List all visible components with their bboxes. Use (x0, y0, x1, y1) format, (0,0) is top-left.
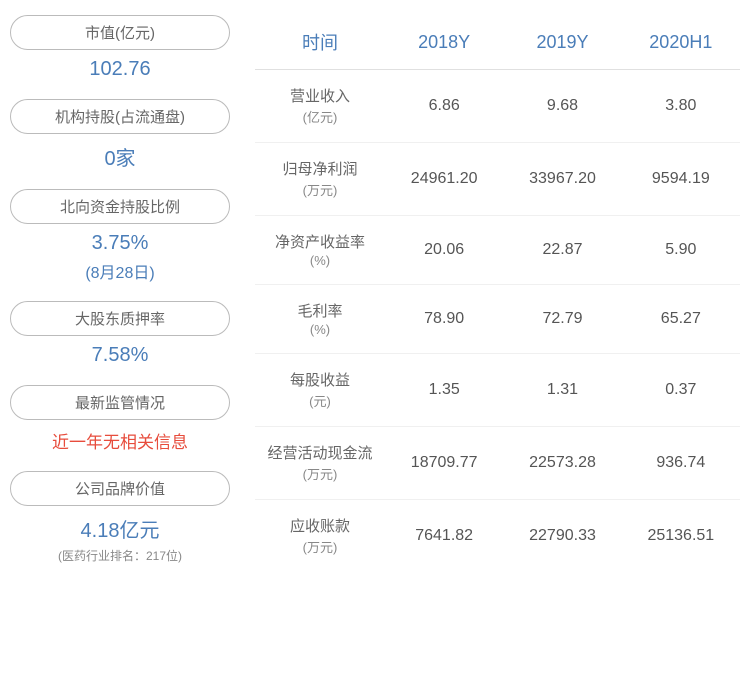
table-cell: 22.87 (503, 216, 621, 285)
table-row: 每股收益(元)1.351.310.37 (255, 354, 740, 427)
table-cell: 22790.33 (503, 500, 621, 573)
table-header-2020h1: 2020H1 (622, 15, 740, 70)
left-stats-panel: 市值(亿元) 102.76 机构持股(占流通盘) 0家 北向资金持股比例 3.7… (10, 15, 245, 663)
table-cell: 33967.20 (503, 143, 621, 216)
stat-label-market-cap: 市值(亿元) (10, 15, 230, 50)
row-label: 净资产收益率(%) (255, 216, 385, 285)
row-label: 每股收益(元) (255, 354, 385, 427)
table-row: 归母净利润(万元)24961.2033967.209594.19 (255, 143, 740, 216)
row-label: 营业收入(亿元) (255, 70, 385, 143)
stat-label-brand: 公司品牌价值 (10, 471, 230, 506)
stat-label-northbound: 北向资金持股比例 (10, 189, 230, 224)
table-cell: 24961.20 (385, 143, 503, 216)
stat-value-brand: 4.18亿元 (10, 514, 230, 543)
table-header-2019: 2019Y (503, 15, 621, 70)
table-cell: 20.06 (385, 216, 503, 285)
row-label: 毛利率(%) (255, 285, 385, 354)
table-row: 营业收入(亿元)6.869.683.80 (255, 70, 740, 143)
table-cell: 1.31 (503, 354, 621, 427)
table-cell: 1.35 (385, 354, 503, 427)
table-cell: 65.27 (622, 285, 740, 354)
row-label: 应收账款(万元) (255, 500, 385, 573)
row-label: 归母净利润(万元) (255, 143, 385, 216)
table-cell: 9.68 (503, 70, 621, 143)
row-label: 经营活动现金流(万元) (255, 427, 385, 500)
table-row: 毛利率(%)78.9072.7965.27 (255, 285, 740, 354)
table-cell: 6.86 (385, 70, 503, 143)
stat-value-market-cap: 102.76 (10, 58, 230, 81)
table-header-row: 时间 2018Y 2019Y 2020H1 (255, 15, 740, 70)
financial-table: 时间 2018Y 2019Y 2020H1 营业收入(亿元)6.869.683.… (255, 15, 740, 572)
table-cell: 7641.82 (385, 500, 503, 573)
table-cell: 25136.51 (622, 500, 740, 573)
table-cell: 936.74 (622, 427, 740, 500)
table-cell: 18709.77 (385, 427, 503, 500)
table-header-time: 时间 (255, 15, 385, 70)
stat-label-regulation: 最新监管情况 (10, 385, 230, 420)
stat-value-regulation: 近一年无相关信息 (10, 428, 230, 453)
table-row: 应收账款(万元)7641.8222790.3325136.51 (255, 500, 740, 573)
table-header-2018: 2018Y (385, 15, 503, 70)
stat-label-pledge: 大股东质押率 (10, 301, 230, 336)
table-cell: 22573.28 (503, 427, 621, 500)
table-row: 经营活动现金流(万元)18709.7722573.28936.74 (255, 427, 740, 500)
stat-label-institutional: 机构持股(占流通盘) (10, 99, 230, 134)
table-cell: 78.90 (385, 285, 503, 354)
stat-value-institutional: 0家 (10, 142, 230, 171)
table-cell: 0.37 (622, 354, 740, 427)
table-cell: 5.90 (622, 216, 740, 285)
table-cell: 72.79 (503, 285, 621, 354)
table-cell: 3.80 (622, 70, 740, 143)
stat-sub-brand: (医药行业排名：217位) (10, 547, 230, 564)
stat-value-northbound: 3.75% (10, 232, 230, 255)
stat-value-pledge: 7.58% (10, 344, 230, 367)
table-cell: 9594.19 (622, 143, 740, 216)
table-row: 净资产收益率(%)20.0622.875.90 (255, 216, 740, 285)
right-table-panel: 时间 2018Y 2019Y 2020H1 营业收入(亿元)6.869.683.… (245, 15, 740, 663)
stat-sub-northbound: (8月28日) (10, 259, 230, 283)
